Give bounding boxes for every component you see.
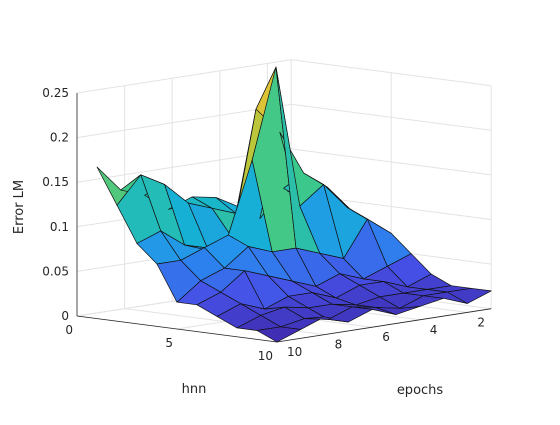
- x-tick-label: 5: [165, 336, 173, 350]
- surface-mesh: [96, 66, 492, 343]
- surface-patch: [447, 287, 492, 304]
- y-axis-line: [276, 308, 492, 343]
- z-tick-label: 0.05: [42, 264, 69, 278]
- x-tick-label: 0: [65, 323, 73, 337]
- z-axis-label: Error LM: [12, 180, 27, 234]
- y-tick-label: 10: [287, 345, 302, 359]
- y-axis-label: epochs: [397, 383, 444, 398]
- x-tick-label: 10: [258, 349, 273, 363]
- z-tick-label: 0.15: [42, 175, 69, 189]
- z-tick-label: 0.2: [50, 131, 69, 145]
- y-tick-label: 2: [477, 315, 485, 329]
- x-axis-label: hnn: [182, 382, 207, 397]
- z-tick-label: 0: [61, 309, 69, 323]
- y-tick-label: 6: [382, 330, 390, 344]
- y-tick-label: 8: [335, 338, 343, 352]
- x-axis-line: [76, 315, 278, 343]
- z-gridline: [76, 59, 492, 94]
- z-tick-label: 0.25: [42, 86, 69, 100]
- tick-labels: 0 0.05 0.1 0.15 0.2 0.25 0 5 10 2 4 6 8 10: [42, 86, 485, 363]
- axis-box: [76, 93, 492, 343]
- z-tick-label: 0.1: [50, 220, 69, 234]
- y-tick-label: 4: [430, 323, 438, 337]
